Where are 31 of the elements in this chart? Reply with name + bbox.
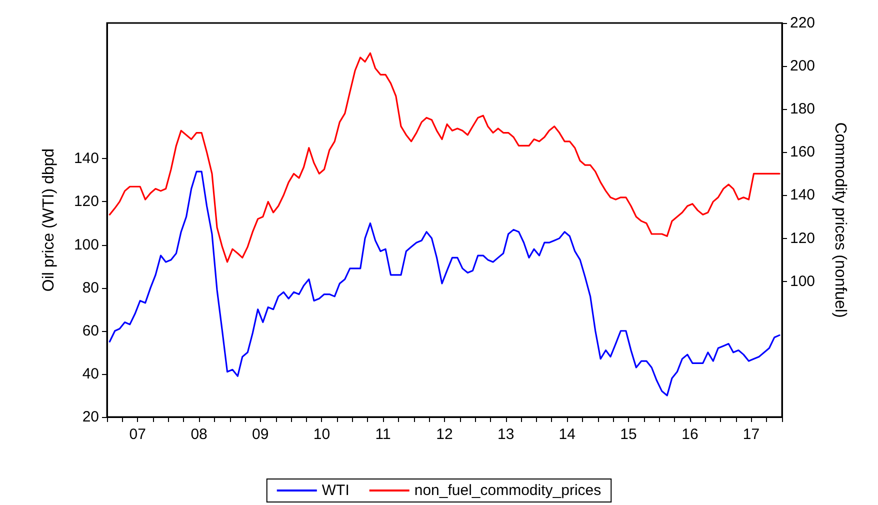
x-tick-label: 11 bbox=[375, 426, 391, 443]
x-tick-label: 10 bbox=[313, 426, 330, 443]
y-tick-label: 60 bbox=[82, 322, 99, 340]
x-tick-label: 16 bbox=[682, 426, 698, 443]
x-tick-label: 13 bbox=[497, 426, 514, 443]
x-tick-label: 14 bbox=[558, 426, 576, 443]
x-tick-label: 09 bbox=[252, 426, 269, 443]
y-tick-label: 40 bbox=[82, 365, 99, 382]
y2-tick-label: 100 bbox=[790, 272, 816, 290]
y2-tick-label: 200 bbox=[790, 58, 816, 75]
y2-tick-label: 160 bbox=[790, 144, 816, 161]
y2-tick-label: 180 bbox=[790, 100, 816, 118]
x-tick-label: 17 bbox=[742, 426, 760, 443]
line-series bbox=[108, 52, 780, 263]
y-tick-label: 100 bbox=[74, 236, 99, 254]
y2-tick-label: 140 bbox=[790, 186, 816, 204]
x-tick-label: 12 bbox=[436, 426, 453, 443]
x-tick-label: 08 bbox=[190, 426, 208, 443]
y-axis-title: Oil price (WTI) dbpd bbox=[40, 148, 58, 292]
legend-label: WTI bbox=[322, 482, 350, 499]
y2-tick-label: 120 bbox=[790, 230, 816, 247]
y-tick-label: 120 bbox=[74, 193, 99, 210]
legend-label: non_fuel_commodity_prices bbox=[414, 482, 602, 499]
x-tick-label: 07 bbox=[129, 426, 146, 443]
y-tick-label: 140 bbox=[74, 150, 99, 168]
x-tick-label: 15 bbox=[620, 426, 637, 443]
y-tick-label: 80 bbox=[82, 279, 99, 296]
y2-tick-label: 220 bbox=[790, 14, 816, 32]
line-series bbox=[108, 170, 780, 396]
y-tick-label: 20 bbox=[82, 408, 99, 426]
y2-axis-title: Commodity prices (nonfuel) bbox=[832, 122, 848, 318]
